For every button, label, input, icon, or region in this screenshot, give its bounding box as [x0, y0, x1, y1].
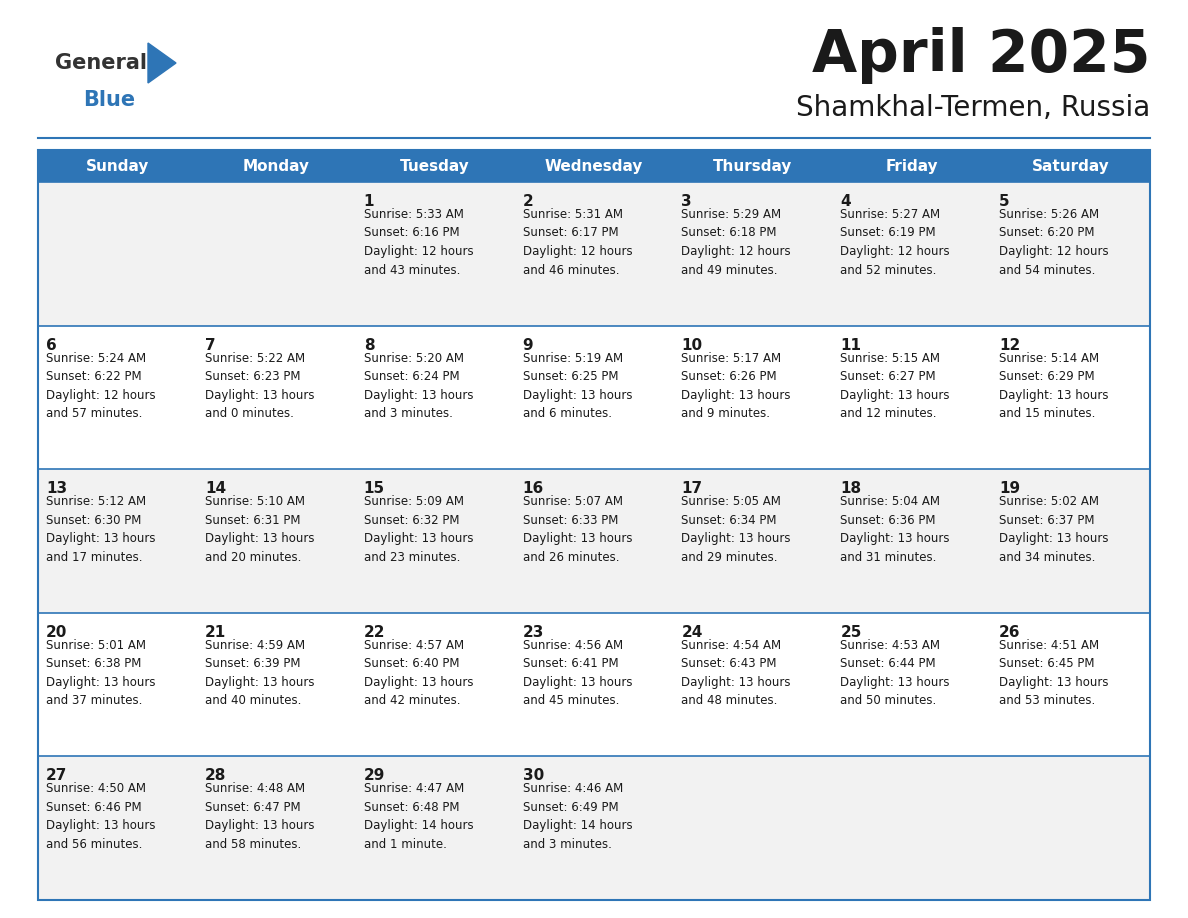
Text: 16: 16	[523, 481, 544, 497]
Text: 12: 12	[999, 338, 1020, 353]
Text: Sunrise: 4:47 AM
Sunset: 6:48 PM
Daylight: 14 hours
and 1 minute.: Sunrise: 4:47 AM Sunset: 6:48 PM Dayligh…	[364, 782, 473, 851]
Text: Sunrise: 4:53 AM
Sunset: 6:44 PM
Daylight: 13 hours
and 50 minutes.: Sunrise: 4:53 AM Sunset: 6:44 PM Dayligh…	[840, 639, 949, 707]
Text: Sunrise: 5:05 AM
Sunset: 6:34 PM
Daylight: 13 hours
and 29 minutes.: Sunrise: 5:05 AM Sunset: 6:34 PM Dayligh…	[682, 495, 791, 564]
Text: Blue: Blue	[83, 90, 135, 110]
Text: Sunrise: 5:31 AM
Sunset: 6:17 PM
Daylight: 12 hours
and 46 minutes.: Sunrise: 5:31 AM Sunset: 6:17 PM Dayligh…	[523, 208, 632, 276]
Text: Sunrise: 4:57 AM
Sunset: 6:40 PM
Daylight: 13 hours
and 42 minutes.: Sunrise: 4:57 AM Sunset: 6:40 PM Dayligh…	[364, 639, 473, 707]
Bar	[38, 150, 1150, 900]
Text: 4: 4	[840, 194, 851, 209]
Text: 27: 27	[46, 768, 68, 783]
Text: 15: 15	[364, 481, 385, 497]
Text: 20: 20	[46, 625, 68, 640]
Text: 30: 30	[523, 768, 544, 783]
Bar	[38, 150, 1150, 182]
Text: 19: 19	[999, 481, 1020, 497]
Bar	[38, 469, 1150, 613]
Text: Sunrise: 5:24 AM
Sunset: 6:22 PM
Daylight: 12 hours
and 57 minutes.: Sunrise: 5:24 AM Sunset: 6:22 PM Dayligh…	[46, 352, 156, 420]
Text: Sunrise: 5:07 AM
Sunset: 6:33 PM
Daylight: 13 hours
and 26 minutes.: Sunrise: 5:07 AM Sunset: 6:33 PM Dayligh…	[523, 495, 632, 564]
Bar	[38, 756, 1150, 900]
Text: Sunrise: 5:33 AM
Sunset: 6:16 PM
Daylight: 12 hours
and 43 minutes.: Sunrise: 5:33 AM Sunset: 6:16 PM Dayligh…	[364, 208, 473, 276]
Text: Sunrise: 4:46 AM
Sunset: 6:49 PM
Daylight: 14 hours
and 3 minutes.: Sunrise: 4:46 AM Sunset: 6:49 PM Dayligh…	[523, 782, 632, 851]
Text: 10: 10	[682, 338, 702, 353]
Text: Sunrise: 5:12 AM
Sunset: 6:30 PM
Daylight: 13 hours
and 17 minutes.: Sunrise: 5:12 AM Sunset: 6:30 PM Dayligh…	[46, 495, 156, 564]
Text: Sunrise: 5:26 AM
Sunset: 6:20 PM
Daylight: 12 hours
and 54 minutes.: Sunrise: 5:26 AM Sunset: 6:20 PM Dayligh…	[999, 208, 1108, 276]
Text: Friday: Friday	[885, 159, 939, 174]
Bar	[38, 182, 1150, 326]
Bar	[38, 613, 1150, 756]
Text: 6: 6	[46, 338, 57, 353]
Text: Sunrise: 5:17 AM
Sunset: 6:26 PM
Daylight: 13 hours
and 9 minutes.: Sunrise: 5:17 AM Sunset: 6:26 PM Dayligh…	[682, 352, 791, 420]
Text: Sunrise: 5:22 AM
Sunset: 6:23 PM
Daylight: 13 hours
and 0 minutes.: Sunrise: 5:22 AM Sunset: 6:23 PM Dayligh…	[204, 352, 315, 420]
Text: Sunrise: 5:14 AM
Sunset: 6:29 PM
Daylight: 13 hours
and 15 minutes.: Sunrise: 5:14 AM Sunset: 6:29 PM Dayligh…	[999, 352, 1108, 420]
Text: Tuesday: Tuesday	[400, 159, 470, 174]
Text: 17: 17	[682, 481, 702, 497]
Text: General: General	[55, 53, 147, 73]
Text: 23: 23	[523, 625, 544, 640]
Text: 25: 25	[840, 625, 861, 640]
Text: Thursday: Thursday	[713, 159, 792, 174]
Text: Sunrise: 5:01 AM
Sunset: 6:38 PM
Daylight: 13 hours
and 37 minutes.: Sunrise: 5:01 AM Sunset: 6:38 PM Dayligh…	[46, 639, 156, 707]
Text: 11: 11	[840, 338, 861, 353]
Text: Sunrise: 4:48 AM
Sunset: 6:47 PM
Daylight: 13 hours
and 58 minutes.: Sunrise: 4:48 AM Sunset: 6:47 PM Dayligh…	[204, 782, 315, 851]
Text: 3: 3	[682, 194, 693, 209]
Text: 28: 28	[204, 768, 226, 783]
Text: 1: 1	[364, 194, 374, 209]
Text: Shamkhal-Termen, Russia: Shamkhal-Termen, Russia	[796, 94, 1150, 122]
Text: 5: 5	[999, 194, 1010, 209]
Text: April 2025: April 2025	[811, 27, 1150, 84]
Text: Saturday: Saturday	[1031, 159, 1110, 174]
Bar	[38, 326, 1150, 469]
Text: Sunrise: 4:54 AM
Sunset: 6:43 PM
Daylight: 13 hours
and 48 minutes.: Sunrise: 4:54 AM Sunset: 6:43 PM Dayligh…	[682, 639, 791, 707]
Text: Sunrise: 5:15 AM
Sunset: 6:27 PM
Daylight: 13 hours
and 12 minutes.: Sunrise: 5:15 AM Sunset: 6:27 PM Dayligh…	[840, 352, 949, 420]
Text: Sunrise: 5:02 AM
Sunset: 6:37 PM
Daylight: 13 hours
and 34 minutes.: Sunrise: 5:02 AM Sunset: 6:37 PM Dayligh…	[999, 495, 1108, 564]
Text: 13: 13	[46, 481, 68, 497]
Text: 14: 14	[204, 481, 226, 497]
Text: 8: 8	[364, 338, 374, 353]
Text: 7: 7	[204, 338, 215, 353]
Text: Sunrise: 5:09 AM
Sunset: 6:32 PM
Daylight: 13 hours
and 23 minutes.: Sunrise: 5:09 AM Sunset: 6:32 PM Dayligh…	[364, 495, 473, 564]
Text: 2: 2	[523, 194, 533, 209]
Text: Sunrise: 4:50 AM
Sunset: 6:46 PM
Daylight: 13 hours
and 56 minutes.: Sunrise: 4:50 AM Sunset: 6:46 PM Dayligh…	[46, 782, 156, 851]
Text: Sunrise: 5:19 AM
Sunset: 6:25 PM
Daylight: 13 hours
and 6 minutes.: Sunrise: 5:19 AM Sunset: 6:25 PM Dayligh…	[523, 352, 632, 420]
Text: 29: 29	[364, 768, 385, 783]
Text: 18: 18	[840, 481, 861, 497]
Text: 22: 22	[364, 625, 385, 640]
Text: Sunrise: 4:51 AM
Sunset: 6:45 PM
Daylight: 13 hours
and 53 minutes.: Sunrise: 4:51 AM Sunset: 6:45 PM Dayligh…	[999, 639, 1108, 707]
Text: Sunrise: 5:04 AM
Sunset: 6:36 PM
Daylight: 13 hours
and 31 minutes.: Sunrise: 5:04 AM Sunset: 6:36 PM Dayligh…	[840, 495, 949, 564]
Text: Wednesday: Wednesday	[545, 159, 643, 174]
Text: Sunrise: 5:20 AM
Sunset: 6:24 PM
Daylight: 13 hours
and 3 minutes.: Sunrise: 5:20 AM Sunset: 6:24 PM Dayligh…	[364, 352, 473, 420]
Text: 9: 9	[523, 338, 533, 353]
Text: 24: 24	[682, 625, 703, 640]
Text: Sunrise: 5:27 AM
Sunset: 6:19 PM
Daylight: 12 hours
and 52 minutes.: Sunrise: 5:27 AM Sunset: 6:19 PM Dayligh…	[840, 208, 950, 276]
Text: Sunday: Sunday	[86, 159, 150, 174]
Text: 26: 26	[999, 625, 1020, 640]
Text: Sunrise: 4:56 AM
Sunset: 6:41 PM
Daylight: 13 hours
and 45 minutes.: Sunrise: 4:56 AM Sunset: 6:41 PM Dayligh…	[523, 639, 632, 707]
Text: Sunrise: 4:59 AM
Sunset: 6:39 PM
Daylight: 13 hours
and 40 minutes.: Sunrise: 4:59 AM Sunset: 6:39 PM Dayligh…	[204, 639, 315, 707]
Text: Sunrise: 5:10 AM
Sunset: 6:31 PM
Daylight: 13 hours
and 20 minutes.: Sunrise: 5:10 AM Sunset: 6:31 PM Dayligh…	[204, 495, 315, 564]
Text: 21: 21	[204, 625, 226, 640]
Text: Sunrise: 5:29 AM
Sunset: 6:18 PM
Daylight: 12 hours
and 49 minutes.: Sunrise: 5:29 AM Sunset: 6:18 PM Dayligh…	[682, 208, 791, 276]
Polygon shape	[148, 43, 176, 83]
Text: Monday: Monday	[242, 159, 310, 174]
